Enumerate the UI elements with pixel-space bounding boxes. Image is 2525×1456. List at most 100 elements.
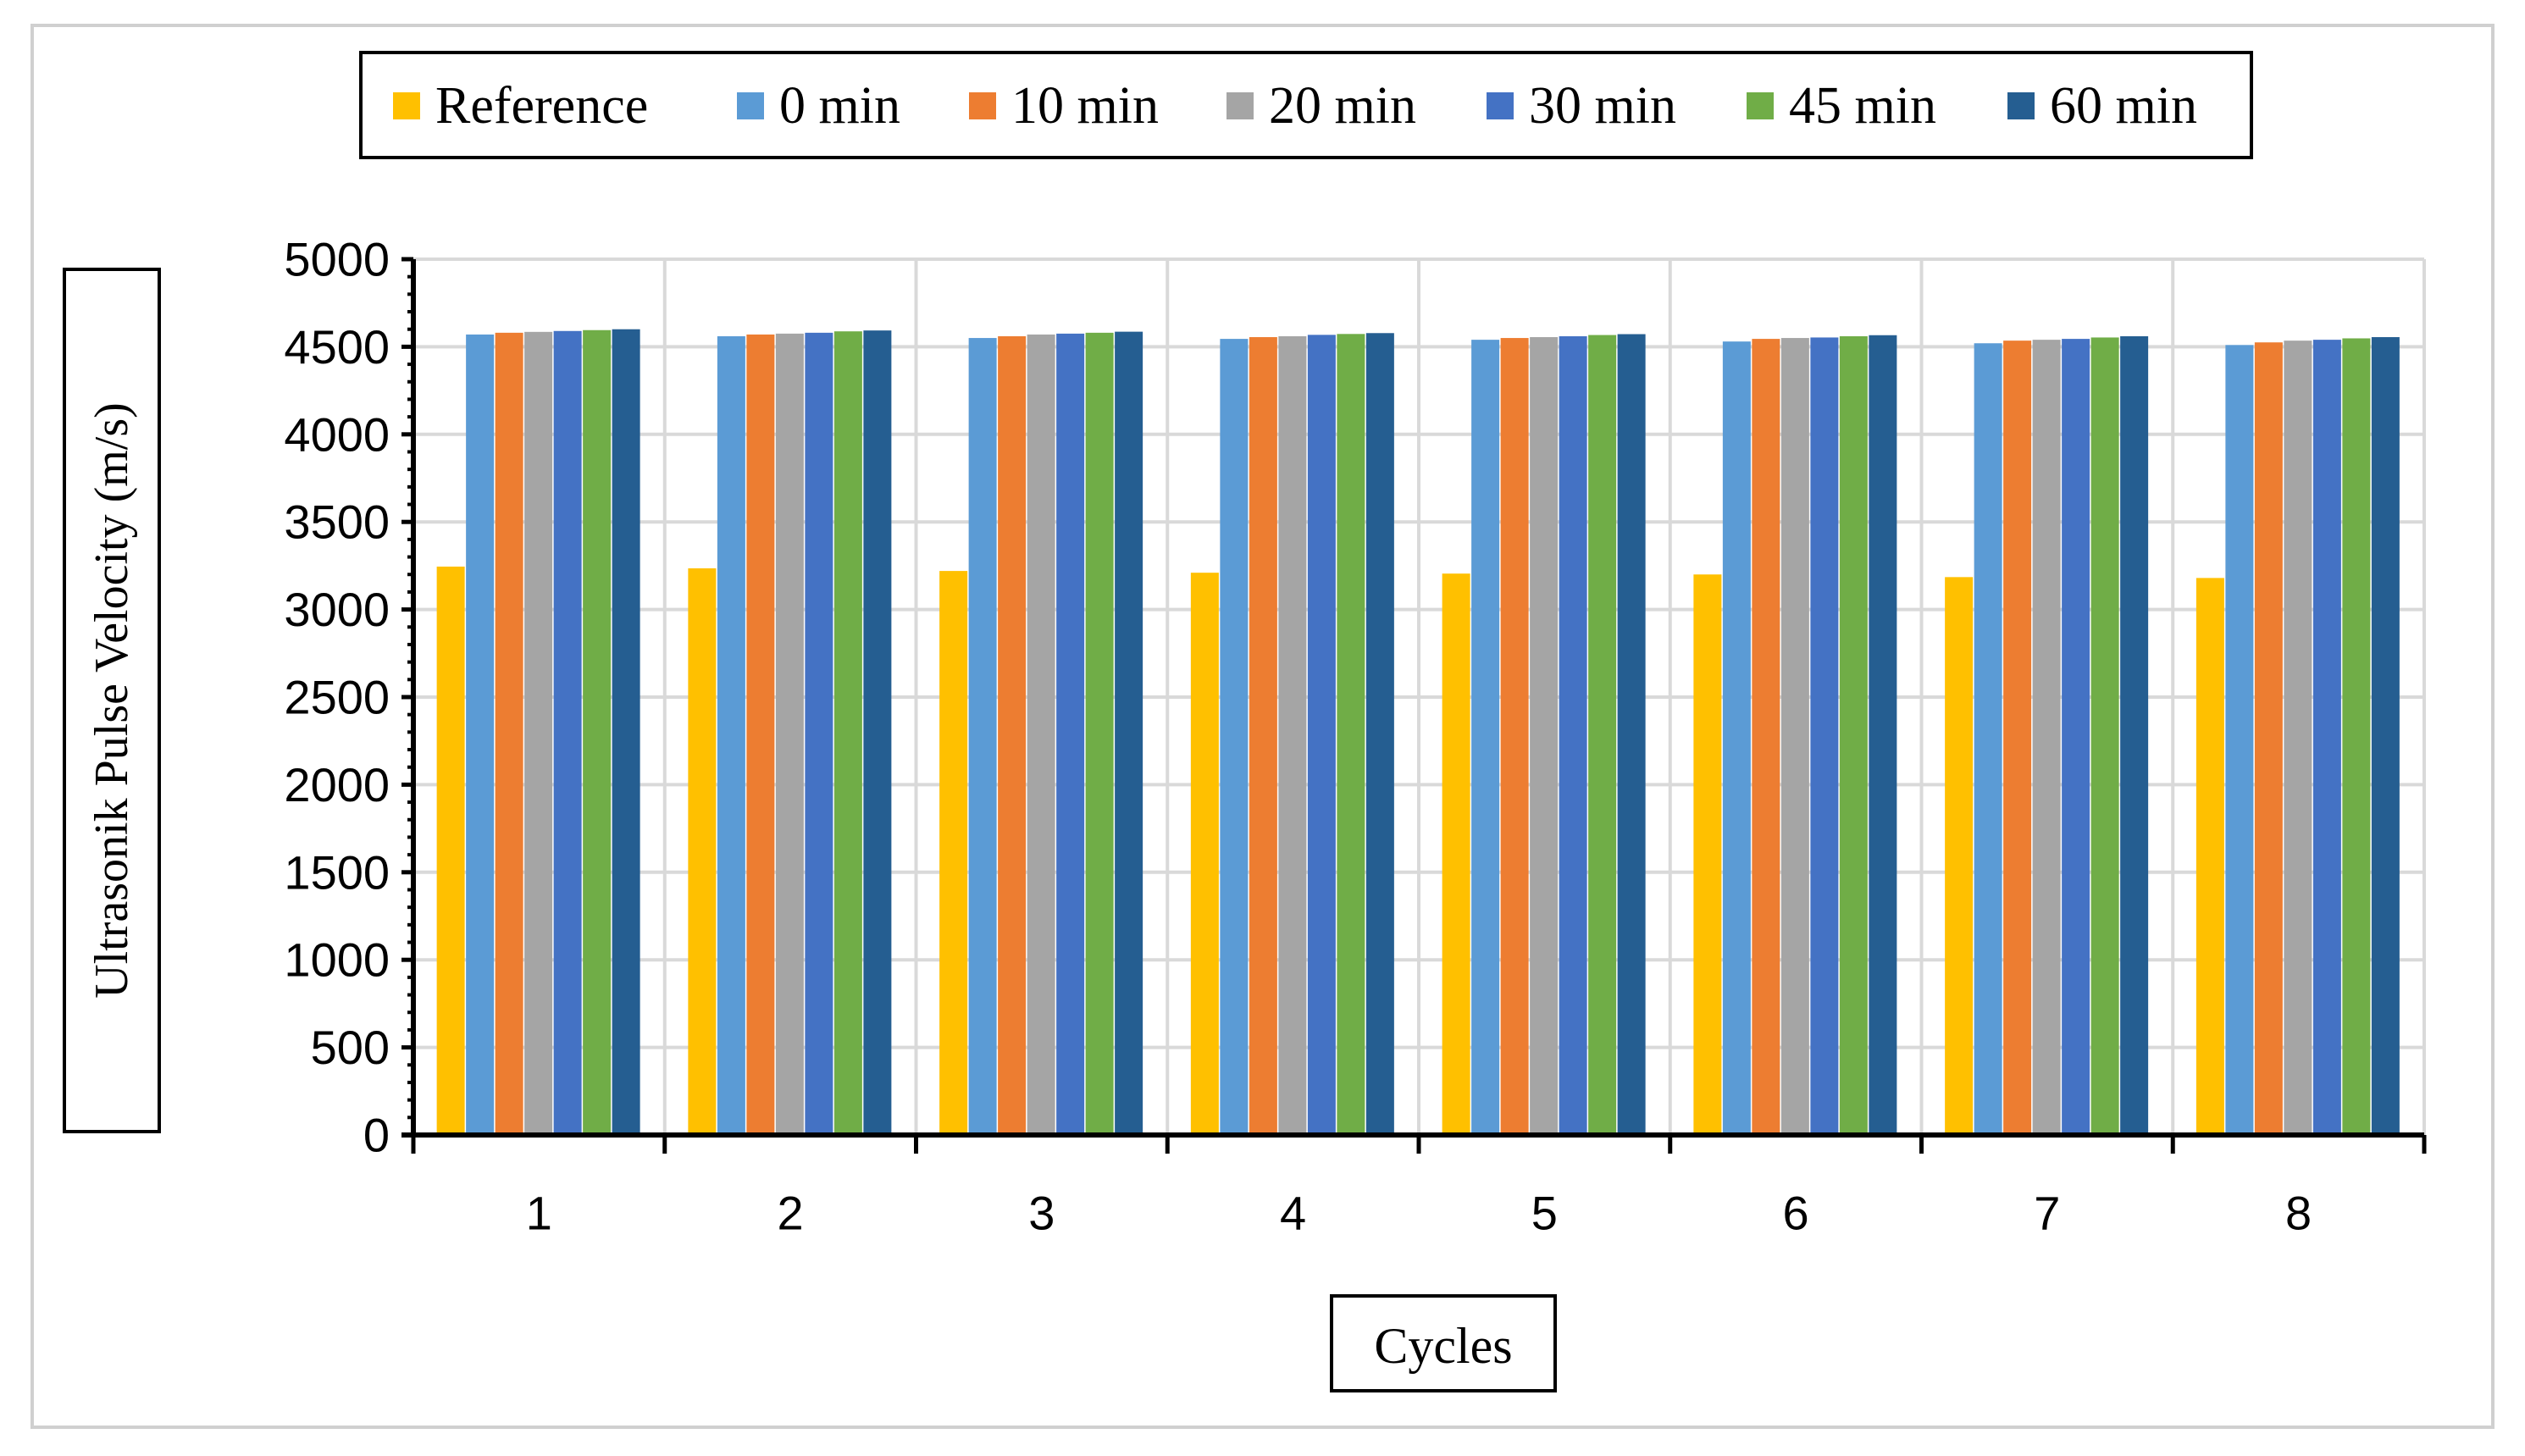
- legend-label: 20 min: [1269, 77, 1416, 135]
- bar-30-min-cycle-5: [1559, 335, 1587, 1135]
- bar-0-min-cycle-6: [1722, 341, 1751, 1135]
- bar-reference-cycle-6: [1693, 574, 1722, 1135]
- legend-label: 0 min: [779, 77, 900, 135]
- bar-20-min-cycle-5: [1530, 337, 1559, 1135]
- y-axis-title: Ultrasonik Pulse Velocity (m/s): [63, 268, 161, 1133]
- bar-30-min-cycle-6: [1810, 337, 1839, 1136]
- x-axis-title-box: [1330, 1294, 1557, 1392]
- bar-45-min-cycle-4: [1337, 334, 1365, 1135]
- legend-item-reference: Reference: [393, 77, 648, 135]
- y-tick-label: 0: [363, 1109, 390, 1162]
- bar-reference-cycle-2: [688, 568, 717, 1135]
- x-tick-label: 8: [2285, 1187, 2312, 1240]
- legend-label: 30 min: [1529, 77, 1676, 135]
- bar-60-min-cycle-1: [612, 329, 640, 1136]
- bar-60-min-cycle-3: [1115, 331, 1143, 1135]
- bar-30-min-cycle-1: [553, 330, 582, 1136]
- legend-swatch: [969, 92, 996, 119]
- y-tick-label: 1500: [284, 845, 390, 899]
- bar-reference-cycle-1: [436, 566, 465, 1135]
- x-tick-label: 5: [1531, 1187, 1558, 1240]
- y-axis-title-text: Ultrasonik Pulse Velocity (m/s): [86, 402, 138, 999]
- y-tick-label: 3500: [284, 495, 390, 549]
- bar-20-min-cycle-1: [524, 331, 553, 1135]
- bar-10-min-cycle-7: [2003, 340, 2032, 1135]
- bar-30-min-cycle-8: [2312, 340, 2341, 1135]
- bar-45-min-cycle-1: [583, 329, 612, 1135]
- legend-item-0-min: 0 min: [737, 77, 900, 135]
- x-axis-title-text: Cycles: [1374, 1318, 1512, 1374]
- y-tick-label: 5000: [284, 233, 390, 286]
- bar-60-min-cycle-6: [1869, 335, 1897, 1135]
- bar-10-min-cycle-4: [1249, 337, 1277, 1135]
- bar-30-min-cycle-4: [1307, 335, 1336, 1135]
- x-tick-label: 2: [778, 1187, 804, 1240]
- legend-swatch: [1227, 92, 1254, 119]
- legend-item-20-min: 20 min: [1227, 77, 1416, 135]
- bar-30-min-cycle-7: [2062, 339, 2090, 1135]
- x-tick-labels: 1 2 3 4 5 6 7 8: [526, 1187, 2312, 1240]
- legend-label: 45 min: [1789, 77, 1936, 135]
- x-axis-title: Cycles: [1330, 1294, 1557, 1392]
- bar-10-min-cycle-5: [1500, 338, 1529, 1135]
- bar-0-min-cycle-5: [1471, 340, 1500, 1135]
- legend-swatch: [1747, 92, 1774, 119]
- y-tick-label: 500: [311, 1021, 390, 1074]
- bar-10-min-cycle-1: [495, 332, 523, 1136]
- bar-0-min-cycle-4: [1220, 339, 1249, 1135]
- bar-reference-cycle-5: [1442, 573, 1470, 1135]
- bar-45-min-cycle-7: [2090, 337, 2119, 1136]
- bar-60-min-cycle-5: [1617, 334, 1646, 1136]
- legend-item-60-min: 60 min: [2007, 77, 2197, 135]
- x-tick-label: 4: [1280, 1187, 1306, 1240]
- bar-60-min-cycle-4: [1365, 333, 1394, 1135]
- bar-20-min-cycle-6: [1780, 338, 1809, 1135]
- bar-20-min-cycle-7: [2032, 340, 2061, 1135]
- legend-item-10-min: 10 min: [969, 77, 1159, 135]
- bar-20-min-cycle-2: [775, 333, 804, 1135]
- bar-0-min-cycle-3: [968, 338, 997, 1135]
- y-tick-label: 4500: [284, 320, 390, 374]
- bar-10-min-cycle-6: [1752, 339, 1780, 1135]
- bar-20-min-cycle-3: [1027, 334, 1055, 1135]
- legend-swatch: [393, 92, 420, 119]
- bar-45-min-cycle-2: [833, 331, 862, 1135]
- legend-label: 60 min: [2050, 77, 2197, 135]
- bars: [436, 329, 2400, 1136]
- bar-0-min-cycle-2: [717, 335, 745, 1135]
- x-tick-label: 1: [526, 1187, 552, 1240]
- bar-45-min-cycle-3: [1085, 332, 1114, 1136]
- x-tick-label: 3: [1028, 1187, 1055, 1240]
- bar-reference-cycle-8: [2196, 578, 2224, 1135]
- legend-swatch: [1487, 92, 1514, 119]
- bar-20-min-cycle-4: [1278, 335, 1307, 1135]
- bar-0-min-cycle-1: [466, 334, 495, 1135]
- legend-swatch: [2007, 92, 2035, 119]
- bar-reference-cycle-4: [1190, 573, 1219, 1135]
- legend-item-45-min: 45 min: [1747, 77, 1936, 135]
- legend-swatch: [737, 92, 764, 119]
- legend-items: Reference 0 min 10 min 20 min 30 min 45 min 60…: [393, 77, 2197, 135]
- bar-30-min-cycle-3: [1056, 333, 1085, 1135]
- legend-item-30-min: 30 min: [1487, 77, 1676, 135]
- bar-60-min-cycle-8: [2371, 337, 2400, 1135]
- legend-label: Reference: [435, 77, 648, 135]
- bar-10-min-cycle-3: [998, 335, 1027, 1135]
- bar-10-min-cycle-2: [746, 334, 775, 1135]
- y-tick-label: 2500: [284, 671, 390, 724]
- y-tick-labels: 0 500 1000 1500 2000 2500 3000 3500 4000 4500 5000: [284, 233, 390, 1162]
- bar-20-min-cycle-8: [2284, 340, 2312, 1135]
- axes: [401, 257, 2427, 1154]
- bar-45-min-cycle-8: [2342, 338, 2371, 1135]
- x-tick-label: 6: [1783, 1187, 1809, 1240]
- bar-45-min-cycle-5: [1588, 335, 1617, 1135]
- legend: Reference 0 min 10 min 20 min 30 min 45 min 60…: [359, 51, 2253, 159]
- y-tick-label: 4000: [284, 407, 390, 461]
- bar-0-min-cycle-8: [2225, 345, 2254, 1135]
- y-tick-label: 1000: [284, 933, 390, 987]
- bar-0-min-cycle-7: [1974, 343, 2002, 1135]
- y-tick-label: 2000: [284, 758, 390, 811]
- y-tick-label: 3000: [284, 583, 390, 636]
- y-axis-title-box: [63, 268, 161, 1133]
